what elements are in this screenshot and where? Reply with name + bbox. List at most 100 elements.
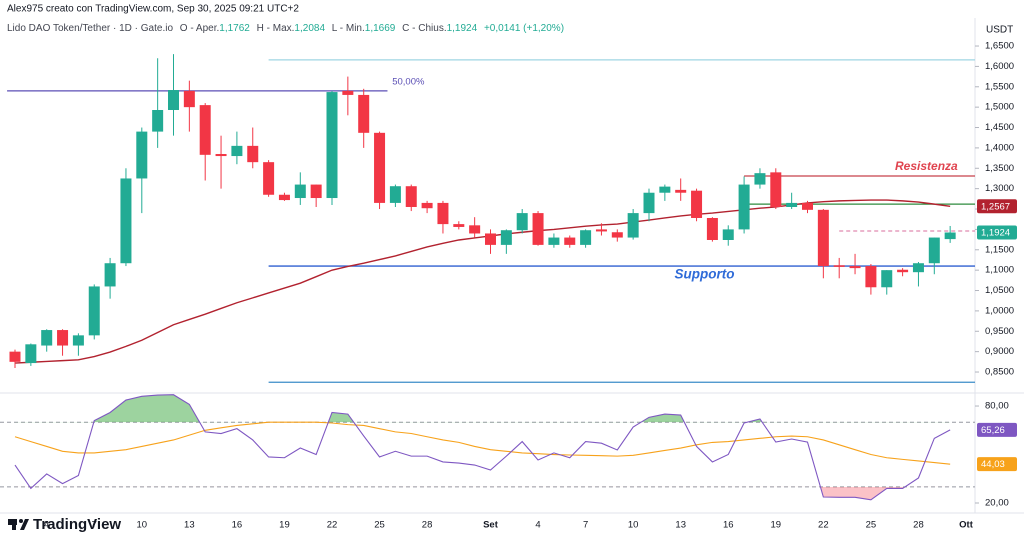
x-tick-label: 10 [628,520,639,531]
candle-body [564,237,576,245]
y-tick-label: 1,0000 [985,305,1014,316]
y-tick-label: 1,6000 [985,61,1014,72]
candle-body [9,351,21,362]
candle-body [278,194,290,201]
x-tick-label: 13 [184,520,195,531]
candle-body [72,335,84,346]
x-tick-label: Set [483,520,499,531]
y-tick-label: 1,1000 [985,265,1014,276]
candle-body [326,92,338,199]
legend-value: 1,2084 [294,23,325,34]
y-tick-label: 80,00 [985,401,1009,412]
last-value-label: 65,26 [981,425,1005,436]
candle-body [374,132,386,203]
logo-text: TradingView [33,516,121,533]
candle-body [548,237,560,245]
indicator-line [14,421,951,465]
candle-body [437,202,449,225]
candle-body [247,145,259,163]
last-value-box [977,457,1017,472]
candle-body [817,209,829,267]
y-tick-label: 0,9500 [985,326,1014,337]
y-tick-label: 1,6500 [985,41,1014,52]
symbol: Lido DAO Token/Tether · 1D · Gate.io [7,23,173,34]
x-tick-label: 28 [422,520,433,531]
candle-body [754,173,766,185]
x-tick-label: 16 [723,520,734,531]
x-tick-label: 10 [137,520,148,531]
candle-body [865,266,877,288]
x-tick-label: 4 [535,520,540,531]
x-tick-label: 28 [913,520,924,531]
overbought-fill [93,394,763,423]
candle-body [643,192,655,214]
legend-value: 1,1924 [447,23,478,34]
candle-body [897,269,909,273]
candle-body [738,184,750,230]
candle-body [516,213,528,231]
candle-body [263,162,275,195]
unit-label: USDT [986,25,1013,36]
candle-body [453,224,465,227]
candle-body [580,230,592,245]
candle-body [136,131,148,179]
candle-body [833,265,845,267]
x-tick-label: 22 [818,520,829,531]
candle-body [41,330,53,346]
candle-body [786,202,798,207]
candle-body [168,90,179,111]
oversold-fill [15,486,951,500]
y-tick-label: 1,5500 [985,81,1014,92]
logo-mark [12,519,16,530]
candle-body [532,213,544,245]
y-tick-label: 0,9000 [985,346,1014,357]
candle-body [358,94,370,133]
candle-body [659,186,671,193]
legend-value: 1,1669 [365,23,396,34]
candle-body [627,213,639,238]
candle-body [675,189,687,193]
candle-body [389,186,401,203]
y-tick-label: 1,3500 [985,163,1014,174]
candle-body [152,110,164,132]
y-tick-label: 1,3000 [985,183,1014,194]
candle-body [405,186,417,207]
candle-body [722,229,734,240]
logo-mark [19,519,23,523]
x-tick-label: 7 [92,520,97,531]
candle-body [849,266,861,269]
candle-body [57,330,69,346]
x-tick-label: 7 [583,520,588,531]
last-value-box [977,199,1017,214]
candle-body [770,172,782,207]
candle-body [912,263,924,273]
candle-body [120,178,132,264]
x-tick-label: 19 [771,520,782,531]
legend-label: C - Chius. [402,23,446,34]
candle-body [88,286,100,336]
x-tick-label: 25 [374,520,385,531]
candle-body [595,229,607,232]
candle-body [342,90,354,95]
x-tick-label: 22 [327,520,338,531]
candle-body [104,263,116,287]
x-tick-label: Ott [959,520,974,531]
candle-body [231,145,243,157]
candle-body [469,225,481,234]
y-tick-label: 1,4000 [985,142,1014,153]
legend-label: O - Aper. [180,23,219,34]
line-label: Supporto [674,267,734,282]
last-value-label: 44,03 [981,459,1005,470]
credit: Alex975 creato con TradingView.com, Sep … [7,4,299,15]
candle-body [294,184,306,199]
legend-label: H - Max. [257,23,295,34]
candle-body [310,184,322,199]
candle-body [706,217,718,240]
y-tick-label: 20,00 [985,498,1009,509]
candle-body [944,232,956,240]
legend-value: 1,1762 [219,23,250,34]
candle-body [25,344,37,364]
logo-mark [20,519,29,530]
legend-label: L - Min. [332,23,365,34]
